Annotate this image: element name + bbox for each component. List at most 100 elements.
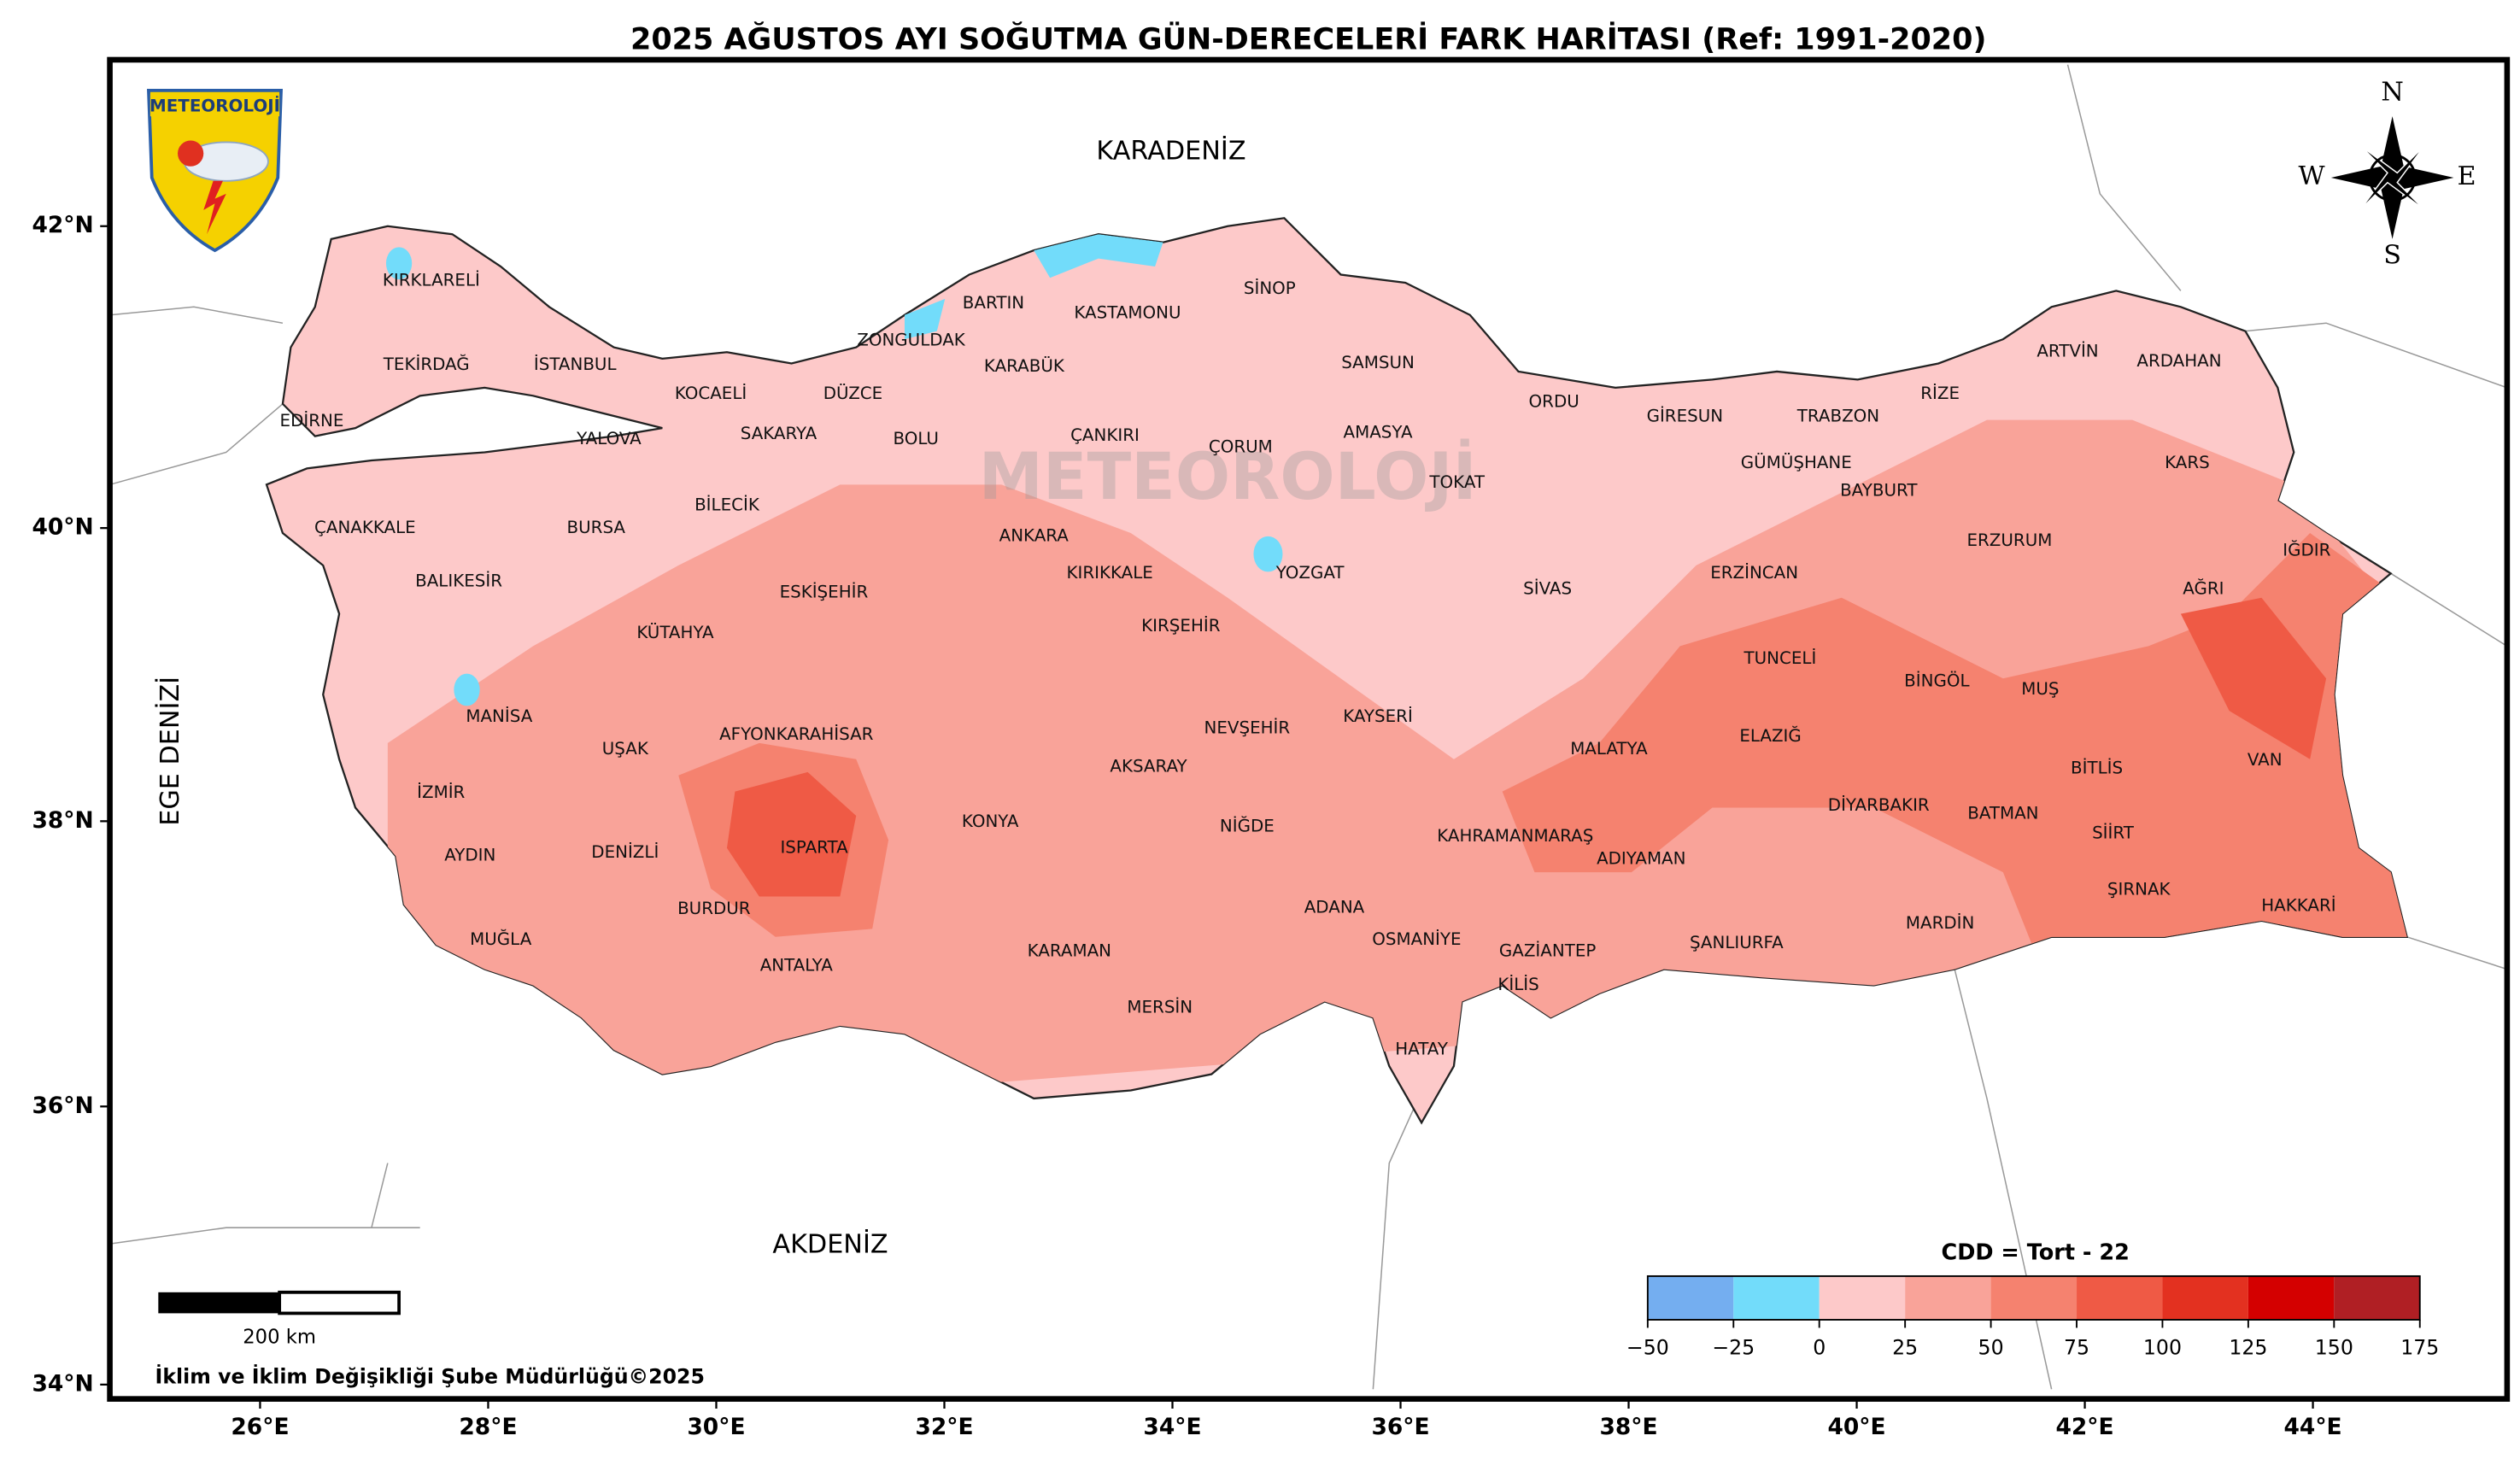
province-label: MUĞLA [470, 929, 532, 949]
province-label: ARDAHAN [2136, 351, 2221, 371]
title: 2025 AĞUSTOS AYI SOĞUTMA GÜN-DERECELERİ … [630, 21, 1986, 56]
credit: İklim ve İklim Değişikliği Şube Müdürlüğ… [155, 1365, 705, 1389]
y-tick-label: 40°N [32, 514, 93, 541]
province-label: MUŞ [2021, 679, 2059, 699]
colorbar-tick-label: 175 [2400, 1336, 2439, 1360]
logo-bolt [203, 180, 226, 235]
colorbar-tick-label: −50 [1626, 1336, 1669, 1360]
x-tick-label: 36°E [1371, 1414, 1429, 1440]
province-label: BURDUR [677, 899, 751, 918]
colorbar-bin [2162, 1275, 2248, 1320]
compass-e: E [2458, 161, 2476, 191]
x-tick-label: 28°E [459, 1414, 517, 1440]
province-label: ZONGULDAK [857, 331, 966, 350]
compass-n: N [2381, 78, 2403, 108]
province-label: KÜTAHYA [636, 623, 714, 642]
colorbar-tick-label: 150 [2315, 1336, 2353, 1360]
scale-bar-black [158, 1292, 280, 1314]
province-label: ORDU [1529, 391, 1579, 411]
province-label: KONYA [962, 812, 1019, 831]
province-label: BİTLİS [2071, 759, 2123, 778]
province-label: KASTAMONU [1074, 302, 1181, 322]
province-label: BİLECİK [694, 495, 760, 514]
colorbar-bin [2077, 1275, 2163, 1320]
province-label: BOLU [893, 429, 938, 448]
province-label: ARTVİN [2037, 342, 2098, 361]
province-label: BURSA [567, 518, 626, 537]
province-label: BAYBURT [1840, 480, 1918, 500]
province-label: TUNCELİ [1743, 648, 1817, 668]
colorbar-tick-label: 50 [1978, 1336, 2004, 1360]
province-label: VAN [2247, 750, 2283, 770]
province-label: KAYSERİ [1343, 706, 1413, 726]
province-label: IĞDIR [2283, 539, 2330, 560]
province-label: SAMSUN [1341, 353, 1415, 372]
sea-label: AKDENİZ [772, 1228, 888, 1259]
x-tick-label: 30°E [687, 1414, 745, 1440]
province-label: ISPARTA [780, 837, 848, 857]
sea-label: EGE DENİZİ [155, 677, 185, 826]
province-label: ANKARA [999, 525, 1070, 545]
province-label: KARS [2165, 453, 2210, 472]
province-label: KİLİS [1497, 975, 1538, 994]
province-label: AFYONKARAHİSAR [719, 724, 874, 744]
province-label: ŞIRNAK [2107, 879, 2171, 899]
colorbar-tick-label: 100 [2143, 1336, 2182, 1360]
x-tick-label: 32°E [915, 1414, 973, 1440]
turkey: METEOROLOJİ [265, 217, 2409, 1125]
colorbar-bin [1733, 1275, 1820, 1320]
province-label: ÇANAKKALE [314, 518, 416, 537]
province-label: NEVŞEHİR [1204, 718, 1291, 737]
province-label: ELAZIĞ [1739, 725, 1801, 746]
province-label: ADANA [1304, 897, 1365, 917]
province-label: DÜZCE [823, 384, 882, 403]
x-tick-label: 26°E [231, 1414, 289, 1440]
watermark: METEOROLOJİ [979, 439, 1477, 514]
logo: METEOROLOJİ [147, 89, 284, 253]
province-label: OSMANİYE [1372, 929, 1461, 949]
province-label: GÜMÜŞHANE [1741, 453, 1852, 472]
scale-bar-white [278, 1290, 401, 1315]
province-label: ÇORUM [1209, 437, 1273, 456]
logo-sun [178, 140, 204, 167]
colorbar-tick-label: 125 [2229, 1336, 2267, 1360]
scale-bar: 200 km [158, 1290, 401, 1348]
compass-ring [2368, 154, 2417, 202]
province-label: BALIKESİR [415, 571, 502, 590]
x-tick-label: 34°E [1143, 1414, 1201, 1440]
province-label: AMASYA [1344, 422, 1413, 442]
sea-label: KARADENİZ [1096, 135, 1245, 166]
province-label: KOCAELİ [675, 384, 747, 403]
colorbar-bin [1905, 1275, 1991, 1320]
colorbar-label: CDD = Tort - 22 [1941, 1239, 2129, 1265]
province-label: RİZE [1920, 384, 1960, 403]
logo-text: METEOROLOJİ [149, 95, 280, 115]
colorbar-bin [1819, 1275, 1906, 1320]
province-label: KARAMAN [1028, 940, 1111, 960]
province-label: ADIYAMAN [1597, 849, 1685, 869]
province-label: GİRESUN [1647, 406, 1724, 425]
province-label: ŞANLIURFA [1690, 933, 1784, 952]
province-label: MERSİN [1127, 998, 1193, 1017]
logo-band [149, 93, 280, 117]
colorbar-bin [1990, 1275, 2078, 1320]
y-tick-label: 42°N [32, 212, 93, 238]
province-label: UŞAK [602, 739, 649, 759]
province-label: YALOVA [576, 429, 642, 448]
colorbar-frame [1646, 1274, 2421, 1321]
province-label: AYDIN [444, 846, 495, 865]
province-label: HAKKARİ [2261, 895, 2335, 915]
province-label: KARABÜK [984, 356, 1065, 376]
colorbar-tick-label: −25 [1712, 1336, 1755, 1360]
province-label: İSTANBUL [534, 354, 617, 374]
x-tick-label: 38°E [1599, 1414, 1657, 1440]
province-label: AĞRI [2183, 578, 2224, 599]
colorbar-tick-label: 75 [2064, 1336, 2089, 1360]
province-label: SİİRT [2092, 823, 2135, 842]
province-label: MALATYA [1570, 739, 1648, 759]
province-label: TRABZON [1796, 406, 1879, 425]
y-tick-label: 36°N [32, 1093, 93, 1119]
scale-bar-label: 200 km [243, 1326, 316, 1348]
x-tick-label: 40°E [1827, 1414, 1885, 1440]
